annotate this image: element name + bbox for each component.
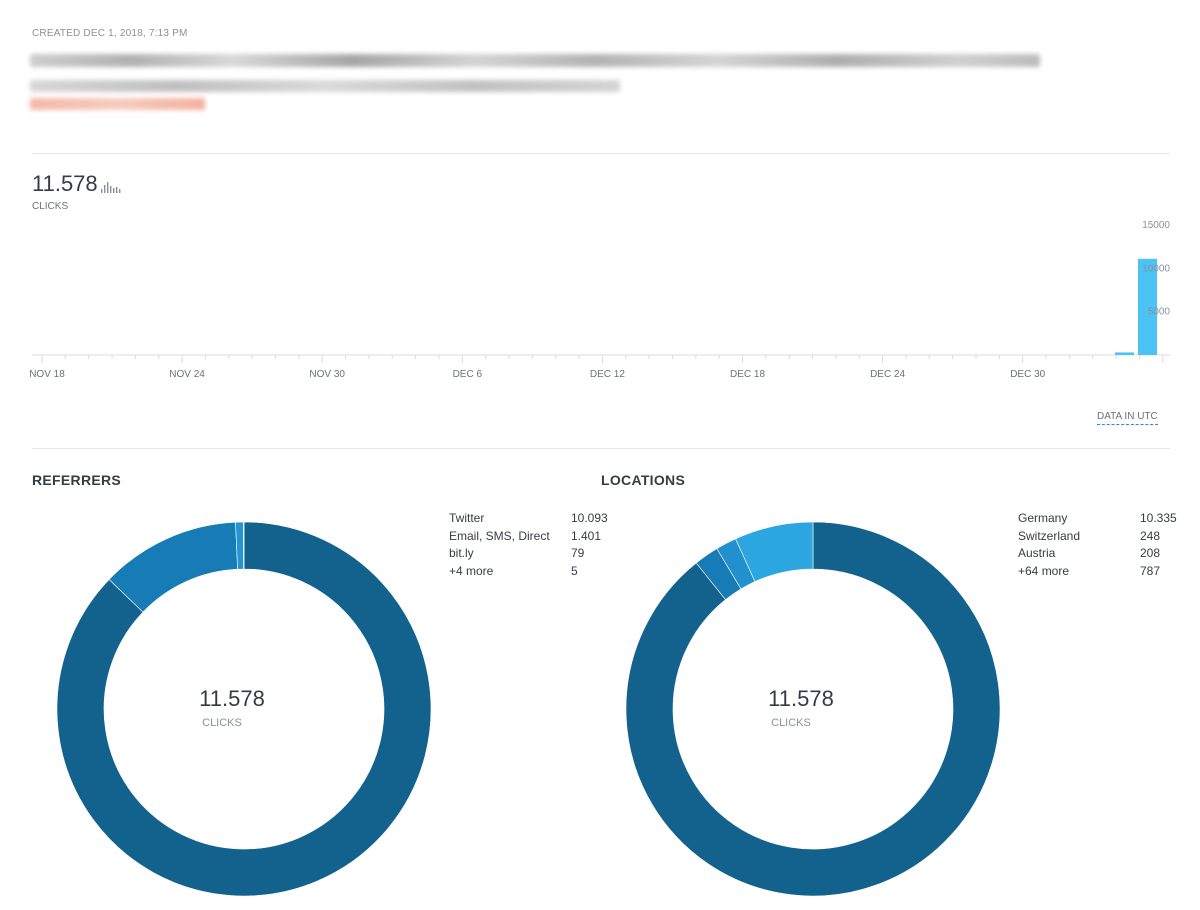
legend-value: 1.401	[571, 528, 602, 543]
legend-label: Austria	[1018, 546, 1056, 561]
legend-label: Email, SMS, Direct	[449, 528, 550, 543]
legend-value: 248	[1140, 528, 1161, 543]
referrers-donut-chart	[56, 521, 432, 897]
created-date: CREATED DEC 1, 2018, 7:13 PM	[32, 28, 188, 39]
donut-slice-4-more[interactable]	[243, 521, 245, 570]
clicks-timeline-chart: 15000 10000 5000 NOV 18 NOV 24 NOV 30 DEC 6 DEC…	[29, 220, 1171, 380]
legend-value: 5	[571, 564, 578, 579]
bar-chart-icon[interactable]	[101, 181, 123, 193]
x-tick-label: DEC 24	[870, 369, 905, 380]
locations-donut-chart	[625, 521, 1001, 897]
legend-label: Germany	[1018, 511, 1068, 525]
total-clicks: 11.578	[32, 171, 98, 196]
donut-slice-64-more[interactable]	[735, 521, 814, 582]
donut-slice-twitter[interactable]	[56, 521, 432, 897]
legend-value: 10.093	[571, 511, 608, 525]
clicks-bar[interactable]	[1138, 258, 1157, 355]
legend-label: Twitter	[449, 511, 485, 525]
locations-total: 11.578	[768, 686, 834, 711]
donut-slice-germany[interactable]	[625, 521, 1001, 897]
referrers-total-label: CLICKS	[202, 717, 242, 729]
referrers-total: 11.578	[199, 686, 265, 711]
legend-label: +4 more	[449, 564, 494, 579]
locations-total-label: CLICKS	[771, 717, 811, 729]
legend-label: bit.ly	[449, 546, 474, 561]
x-tick-label: DEC 30	[1010, 369, 1045, 380]
clicks-bar[interactable]	[1115, 352, 1134, 355]
legend-value: 208	[1140, 546, 1161, 561]
legend-label: Switzerland	[1018, 528, 1081, 543]
legend-value: 79	[571, 546, 585, 561]
x-tick-label: NOV 18	[29, 369, 65, 380]
locations-title: LOCATIONS	[601, 472, 686, 488]
referrers-title: REFERRERS	[32, 472, 122, 488]
legend-value: 10.335	[1140, 511, 1177, 525]
divider-middle	[32, 448, 1170, 449]
x-tick-label: DEC 12	[590, 369, 625, 380]
y-tick-label: 10000	[1142, 263, 1170, 274]
legend-label: +64 more	[1018, 564, 1070, 579]
y-tick-label: 5000	[1148, 307, 1171, 318]
data-in-utc-link[interactable]: DATA IN UTC	[1097, 411, 1158, 425]
divider-top	[32, 153, 1170, 154]
x-tick-label: DEC 18	[730, 369, 765, 380]
y-tick-label: 15000	[1142, 220, 1170, 231]
x-tick-label: NOV 24	[169, 369, 205, 380]
legend-value: 787	[1140, 564, 1161, 579]
x-tick-label: NOV 30	[309, 369, 345, 380]
x-tick-label: DEC 6	[453, 369, 483, 380]
total-clicks-label: CLICKS	[32, 201, 69, 212]
